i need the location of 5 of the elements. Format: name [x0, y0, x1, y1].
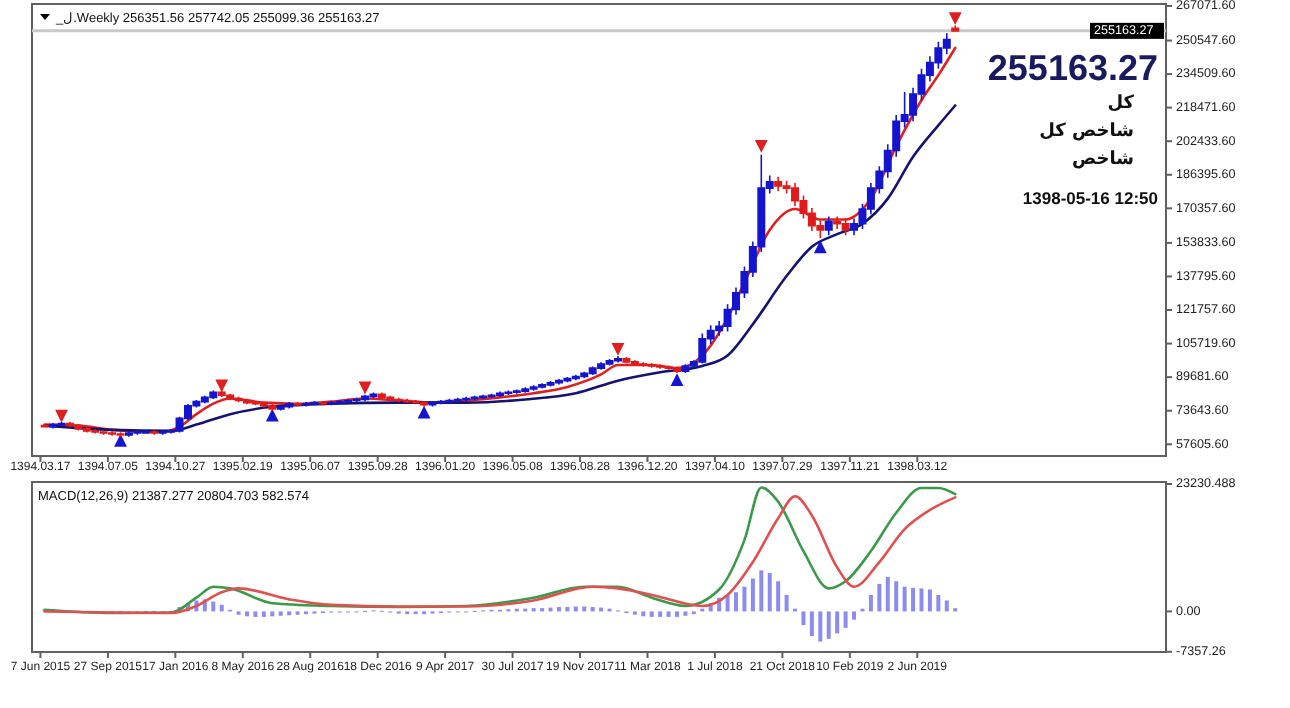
- annotation: شاخص: [1072, 150, 1135, 170]
- annotation: شاخص کل: [1039, 122, 1135, 142]
- annotation: 1398-05-16 12:50: [1022, 188, 1159, 208]
- annotation: کل: [1107, 94, 1136, 114]
- annotation: 255163.27: [987, 48, 1158, 88]
